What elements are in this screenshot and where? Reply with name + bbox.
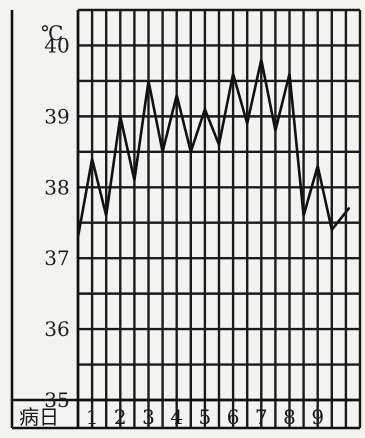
x-tick-label: 6 — [227, 405, 240, 429]
x-tick-label: 8 — [283, 405, 296, 429]
x-tick-label: 3 — [142, 405, 155, 429]
y-tick-label: 36 — [44, 317, 69, 341]
y-tick-label: 38 — [44, 175, 69, 199]
x-tick-label: 1 — [86, 405, 99, 429]
x-tick-label: 5 — [199, 405, 212, 429]
x-tick-label: 2 — [114, 405, 127, 429]
y-tick-label: 35 — [44, 388, 69, 412]
x-tick-label: 9 — [311, 405, 324, 429]
y-tick-label: 39 — [44, 104, 69, 128]
x-tick-label: 7 — [255, 405, 268, 429]
y-tick-label: 37 — [44, 246, 69, 270]
x-tick-label: 4 — [170, 405, 183, 429]
grid-layer — [78, 10, 360, 428]
y-tick-label: 40 — [44, 33, 69, 57]
